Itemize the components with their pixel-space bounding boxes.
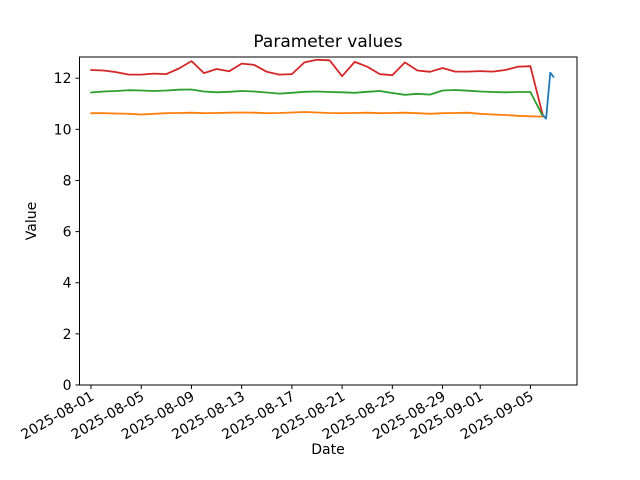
y-tick-label: 6: [63, 225, 72, 241]
x-axis-label: Date: [311, 442, 345, 458]
y-tick-label: 2: [63, 327, 72, 343]
y-axis-label: Value: [24, 201, 40, 241]
series-line-blue: [542, 71, 555, 120]
plot-border: [79, 56, 578, 386]
series-line-orange: [90, 111, 544, 118]
y-tick-label: 8: [63, 173, 72, 189]
series-line-green: [90, 88, 544, 118]
y-tick-label: 0: [63, 378, 72, 394]
chart-title: Parameter values: [253, 32, 403, 52]
y-tick-label: 12: [54, 71, 72, 87]
y-tick-label: 4: [63, 276, 72, 292]
y-tick-label: 10: [54, 122, 72, 138]
series-line-red: [90, 58, 544, 117]
